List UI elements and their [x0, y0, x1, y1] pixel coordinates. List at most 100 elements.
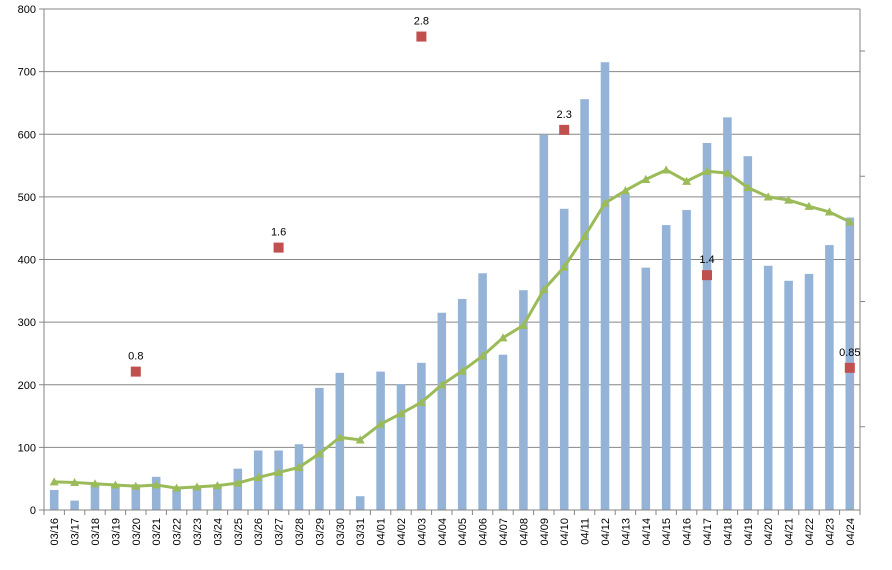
line-layer: [49, 165, 855, 492]
line-point: [498, 333, 508, 342]
x-tick-label: 04/17: [702, 518, 714, 546]
line-point: [49, 477, 59, 486]
bar: [784, 280, 793, 510]
line-point: [253, 472, 263, 482]
line-point: [784, 195, 794, 204]
x-tick-label: 04/21: [784, 518, 796, 546]
series-line: [54, 168, 851, 490]
y-tick-label: 0: [30, 505, 36, 517]
x-tick-label: 03/17: [70, 518, 82, 546]
x-tick-label: 03/29: [314, 518, 326, 546]
line-point: [478, 351, 488, 360]
axes-layer: 0 100 200 300 400 500 600 700 800 03/16 03/17 03/18…: [18, 4, 865, 546]
bar: [457, 298, 467, 510]
line-point: [212, 481, 222, 490]
x-tick-label: 03/30: [335, 518, 347, 546]
y-tick-label: 100: [18, 442, 36, 454]
x-tick-label: 03/16: [49, 518, 61, 546]
line-point: [539, 285, 549, 294]
line-point: [192, 482, 202, 491]
scatter-point: [130, 366, 141, 377]
x-tick-label: 04/19: [743, 518, 755, 546]
line-point: [416, 397, 426, 406]
x-tick-label: 04/03: [416, 518, 428, 546]
bar: [90, 483, 100, 510]
line-point: [151, 480, 161, 489]
line-point: [661, 165, 671, 174]
line-point: [722, 168, 732, 177]
x-tick-label: 04/18: [722, 518, 734, 546]
x-tick-label: 03/24: [212, 518, 224, 546]
bar: [621, 193, 630, 510]
x-tick-label: 03/21: [151, 518, 163, 546]
line-point: [90, 479, 100, 488]
bar: [70, 500, 79, 510]
bar: [478, 273, 487, 510]
x-tick-label: 04/15: [661, 518, 673, 546]
bar: [723, 117, 732, 510]
x-tick-label: 04/05: [457, 518, 469, 546]
data-label: 1.4: [699, 254, 714, 266]
bar: [743, 156, 753, 510]
x-tick-label: 04/12: [600, 518, 612, 546]
bar: [396, 384, 406, 510]
x-tick-label: 04/09: [539, 518, 551, 546]
scatter-point: [416, 31, 427, 42]
y-tick-label: 200: [18, 380, 36, 392]
x-tick-label: 04/06: [478, 518, 490, 546]
x-tick-label: 04/20: [763, 518, 775, 546]
line-point: [355, 435, 365, 444]
scatter-point: [844, 362, 855, 373]
x-tick-label: 04/01: [376, 518, 388, 546]
bar: [804, 273, 814, 510]
line-point: [294, 462, 304, 472]
line-point: [110, 480, 120, 489]
bar: [172, 489, 181, 510]
y-tick-label: 800: [18, 4, 36, 16]
y-tick-label: 300: [18, 317, 36, 329]
x-tick-label: 03/25: [233, 518, 245, 546]
bars-layer: [49, 62, 855, 511]
bar: [49, 489, 59, 510]
line-point: [600, 198, 610, 207]
x-tick-label: 04/22: [804, 518, 816, 546]
line-point: [518, 320, 528, 329]
y-tick-label: 500: [18, 192, 36, 204]
x-tick-label: 04/13: [620, 518, 632, 546]
bar: [539, 134, 549, 510]
x-tick-label: 04/08: [518, 518, 530, 546]
line-point: [620, 186, 630, 195]
line-point: [335, 432, 345, 441]
line-point: [396, 409, 406, 418]
bar: [131, 484, 141, 510]
y-tick-label: 400: [18, 255, 36, 267]
line-point: [559, 262, 569, 271]
x-tick-label: 03/20: [131, 518, 143, 546]
line-point: [314, 449, 324, 458]
line-point: [70, 477, 80, 487]
x-tick-label: 03/28: [294, 518, 306, 546]
data-label: 2.8: [414, 16, 429, 28]
bar: [315, 387, 324, 510]
bar: [151, 476, 161, 510]
bar: [192, 486, 202, 510]
data-label: 2.3: [557, 109, 572, 121]
x-tick-label: 04/07: [498, 518, 510, 546]
line-point: [641, 174, 651, 183]
x-tick-label: 04/24: [845, 518, 857, 546]
bar: [825, 245, 834, 510]
y-tick-label: 600: [18, 129, 36, 141]
line-point: [824, 207, 834, 216]
scatter-point: [559, 124, 570, 135]
line-point: [457, 366, 467, 375]
bar: [498, 354, 508, 510]
line-point: [682, 176, 692, 185]
data-label: 0.85: [839, 347, 860, 359]
bar: [294, 444, 304, 510]
scatter-point: [702, 270, 712, 281]
bar: [355, 496, 365, 510]
line-point: [804, 201, 814, 210]
bar: [376, 371, 385, 510]
line-point: [437, 380, 447, 389]
